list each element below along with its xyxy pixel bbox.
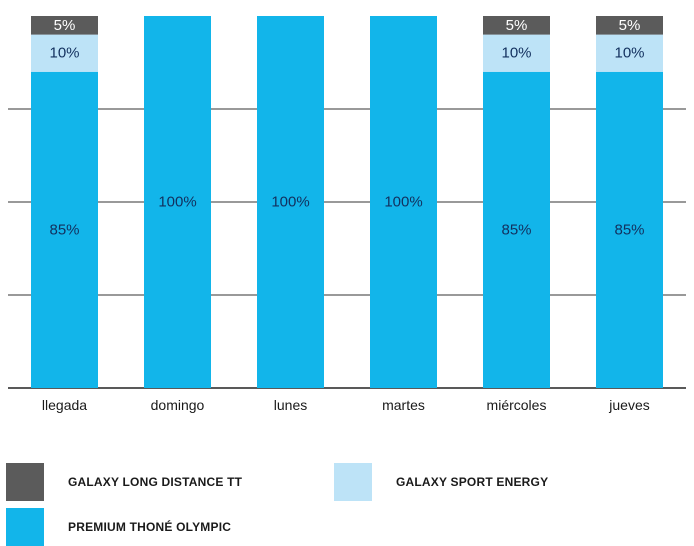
data-label-premium-thone-olympic-llegada: 85%	[49, 221, 79, 238]
data-label-galaxy-long-distance-tt-llegada: 5%	[54, 17, 76, 34]
bar-segment-premium-thone-olympic-lunes	[257, 16, 324, 388]
data-label-galaxy-sport-energy-miercoles: 10%	[501, 45, 531, 62]
bar-segment-galaxy-sport-energy-miercoles	[483, 34, 550, 72]
data-label-galaxy-long-distance-tt-miercoles: 5%	[506, 17, 528, 34]
bar-segment-premium-thone-olympic-martes	[370, 16, 437, 388]
data-label-premium-thone-olympic-lunes: 100%	[271, 194, 309, 211]
bar-segment-premium-thone-olympic-jueves	[596, 71, 663, 389]
bar-segment-galaxy-sport-energy-llegada	[31, 34, 98, 72]
bar-segment-galaxy-long-distance-tt-miercoles	[483, 16, 550, 35]
data-label-galaxy-sport-energy-jueves: 10%	[614, 45, 644, 62]
category-label-lunes: lunes	[274, 397, 307, 413]
bar-segment-galaxy-sport-energy-jueves	[596, 34, 663, 72]
bar-segment-galaxy-long-distance-tt-jueves	[596, 16, 663, 35]
category-label-llegada: llegada	[42, 397, 87, 413]
data-label-premium-thone-olympic-jueves: 85%	[614, 221, 644, 238]
data-label-galaxy-sport-energy-llegada: 10%	[49, 45, 79, 62]
category-label-martes: martes	[382, 397, 425, 413]
category-labels: llegada domingo lunes martes miércoles jueves	[42, 397, 650, 413]
category-label-domingo: domingo	[151, 397, 205, 413]
bar-segment-galaxy-long-distance-tt-llegada	[31, 16, 98, 35]
bar-segment-premium-thone-olympic-llegada	[31, 71, 98, 389]
data-label-galaxy-long-distance-tt-jueves: 5%	[619, 17, 641, 34]
data-label-premium-thone-olympic-miercoles: 85%	[501, 221, 531, 238]
bar-segment-premium-thone-olympic-miercoles	[483, 71, 550, 389]
gridlines	[8, 108, 686, 389]
data-label-premium-thone-olympic-domingo: 100%	[158, 194, 196, 211]
category-label-jueves: jueves	[608, 397, 649, 413]
segment-labels: 85% 10% 5% 100% 100% 100% 85% 10% 5% 85% 10% 5%	[49, 17, 644, 239]
category-label-miercoles: miércoles	[487, 397, 547, 413]
data-label-premium-thone-olympic-martes: 100%	[384, 194, 422, 211]
bar-segment-premium-thone-olympic-domingo	[144, 16, 211, 388]
bars	[31, 16, 663, 389]
